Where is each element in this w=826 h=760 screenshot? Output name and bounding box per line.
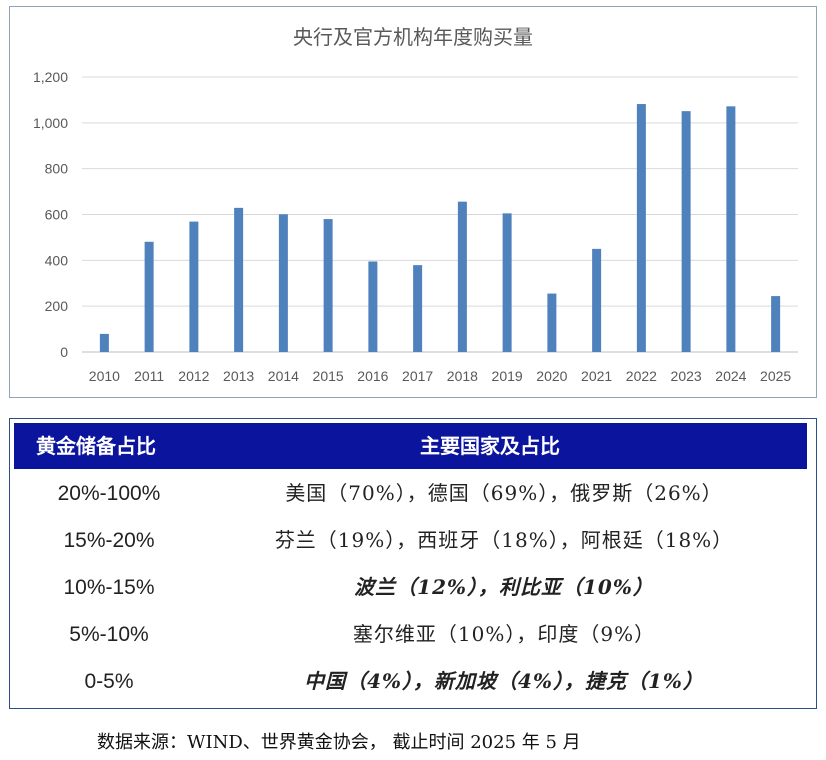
chart-panel: 央行及官方机构年度购买量 0 200 400 600 800 1,000 1,200 2010…	[9, 6, 817, 398]
x-tick-label: 2019	[492, 368, 523, 384]
table-row: 15%-20% 芬兰（19%），西班牙（18%），阿根廷（18%）	[14, 517, 807, 564]
bar	[99, 333, 109, 352]
y-tick-label: 1,000	[33, 115, 68, 131]
table-header: 黄金储备占比 主要国家及占比	[14, 423, 807, 469]
share-cell: 15%-20%	[63, 529, 155, 552]
x-tick-label: 2022	[626, 368, 657, 384]
bar	[502, 213, 512, 352]
bar	[234, 207, 244, 352]
x-tick-label: 2023	[671, 368, 702, 384]
header-share: 黄金储备占比	[36, 434, 156, 458]
share-cell: 0-5%	[84, 670, 134, 693]
bar	[771, 296, 781, 352]
source-note: 数据来源：WIND、世界黄金协会， 截止时间 2025 年 5 月	[97, 732, 581, 753]
x-tick-label: 2013	[223, 368, 254, 384]
table-row: 20%-100% 美国（70%），德国（69%），俄罗斯（26%）	[14, 470, 807, 517]
bar	[413, 265, 423, 352]
bar-chart: 0 200 400 600 800 1,000 1,200 2010 2011 2012 2013 2…	[33, 69, 798, 384]
share-cell: 20%-100%	[57, 482, 161, 505]
bar	[592, 248, 602, 352]
bar	[368, 261, 378, 352]
bar	[323, 219, 333, 352]
x-tick-label: 2025	[760, 368, 791, 384]
x-tick-label: 2015	[313, 368, 344, 384]
x-tick-label: 2021	[581, 368, 612, 384]
bar	[681, 111, 691, 352]
bar	[278, 214, 288, 352]
countries-cell: 中国（4%），新加坡（4%），捷克（1%）	[304, 669, 704, 693]
countries-cell: 美国（70%），德国（69%），俄罗斯（26%）	[285, 481, 723, 505]
chart-title: 央行及官方机构年度购买量	[293, 25, 533, 49]
x-tick-label: 2016	[357, 368, 388, 384]
countries-cell: 芬兰（19%），西班牙（18%），阿根廷（18%）	[274, 528, 734, 552]
y-tick-label: 800	[45, 161, 69, 177]
header-countries: 主要国家及占比	[420, 434, 560, 458]
bar	[547, 293, 557, 352]
countries-cell: 塞尔维亚（10%），印度（9%）	[352, 622, 656, 646]
countries-cell: 波兰（12%），利比亚（10%）	[354, 575, 654, 599]
x-tick-label: 2011	[134, 368, 164, 384]
y-tick-label: 1,200	[33, 69, 68, 85]
x-tick-label: 2014	[268, 368, 299, 384]
x-tick-label: 2012	[178, 368, 209, 384]
bar	[144, 241, 154, 352]
table-row: 5%-10% 塞尔维亚（10%），印度（9%）	[14, 611, 807, 658]
share-cell: 5%-10%	[69, 623, 149, 646]
y-tick-label: 200	[45, 298, 69, 314]
table-row: 0-5% 中国（4%），新加坡（4%），捷克（1%）	[14, 658, 807, 705]
share-cell: 10%-15%	[63, 576, 155, 599]
x-tick-label: 2017	[402, 368, 433, 384]
x-tick-label: 2010	[89, 368, 120, 384]
x-tick-label: 2020	[536, 368, 567, 384]
bar	[189, 221, 199, 352]
y-tick-label: 600	[45, 207, 69, 223]
bar	[636, 104, 646, 353]
table-row: 10%-15% 波兰（12%），利比亚（10%）	[14, 564, 807, 611]
y-tick-label: 400	[45, 252, 69, 268]
bar	[457, 201, 467, 352]
y-tick-label: 0	[60, 344, 68, 360]
reserve-table: 黄金储备占比 主要国家及占比 20%-100% 美国（70%），德国（69%），…	[9, 418, 817, 709]
x-tick-label: 2018	[447, 368, 478, 384]
x-tick-label: 2024	[715, 368, 746, 384]
bar	[726, 106, 736, 352]
